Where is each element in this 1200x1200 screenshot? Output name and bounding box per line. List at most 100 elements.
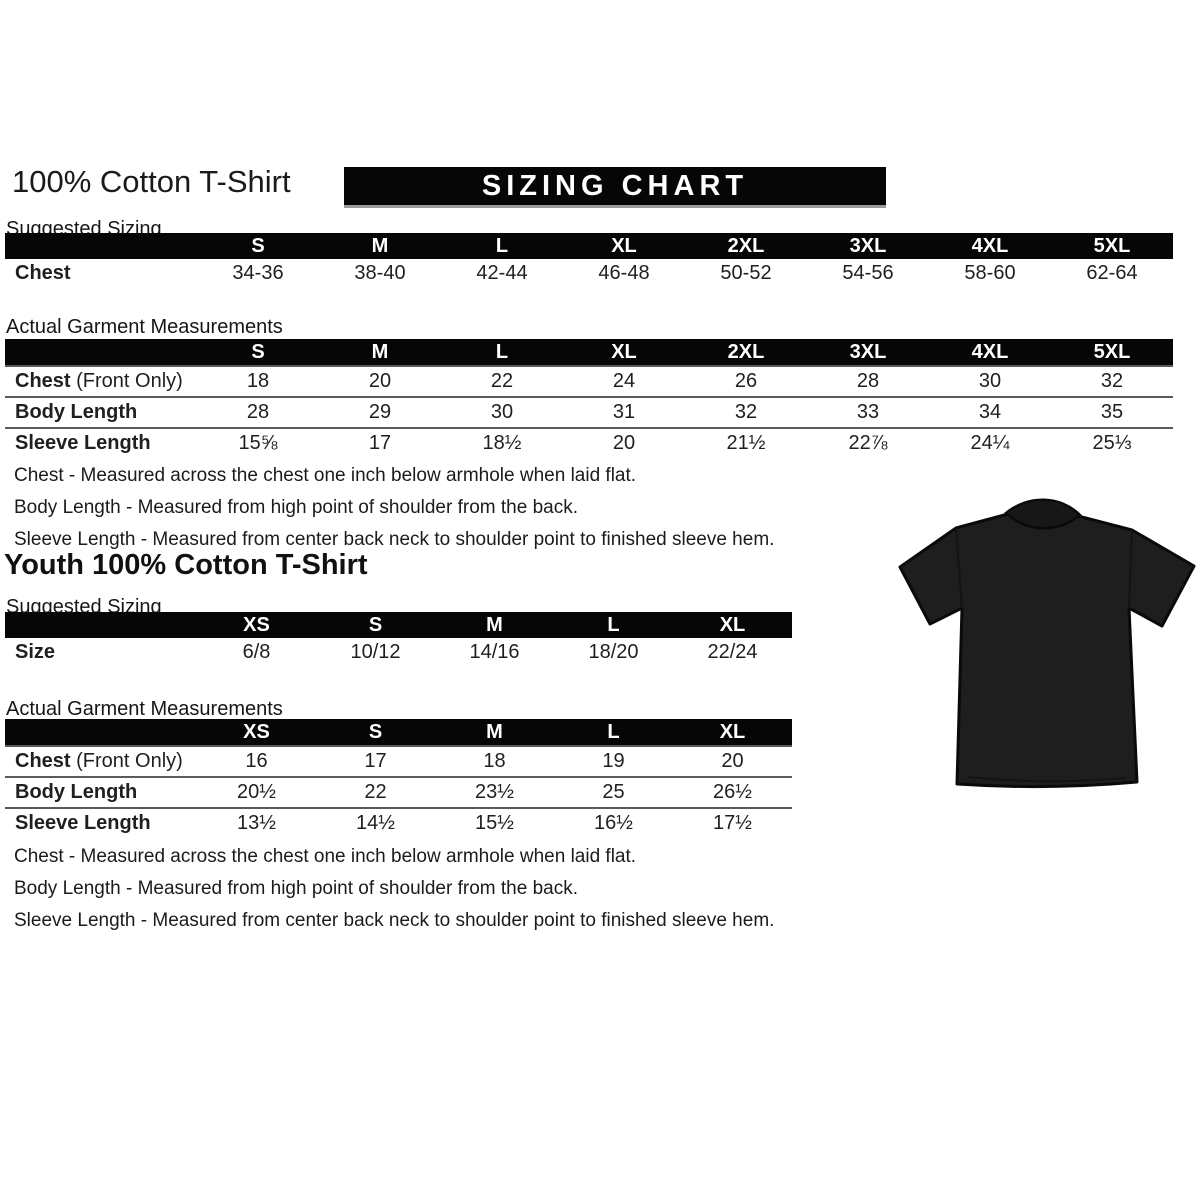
measurement-cell: 38-40 <box>354 262 406 284</box>
measurement-cell: 19 <box>554 745 673 777</box>
size-column-header: 5XL <box>1051 339 1173 366</box>
measurement-cell: 32 <box>685 396 807 428</box>
size-column-header: M <box>435 719 554 746</box>
row-label-suffix: (Front Only) <box>70 370 183 392</box>
row-label-chest-front-only: Chest (Front Only) <box>5 365 197 397</box>
measurement-cell: 17 <box>316 745 435 777</box>
size-column-header: 2XL <box>685 339 807 366</box>
size-column-header: L <box>441 233 563 259</box>
size-column-header: XS <box>197 612 316 638</box>
measurement-cell: 46-48 <box>598 262 650 284</box>
sizing-chart-banner-text: SIZING CHART <box>481 169 749 202</box>
note-body-length: Body Length - Measured from high point o… <box>14 497 578 518</box>
measurement-cell: 23½ <box>435 776 554 808</box>
size-column-header: M <box>319 339 441 366</box>
measurement-cell: 58-60 <box>964 262 1016 284</box>
size-column-header: XL <box>673 612 792 638</box>
size-column-header: S <box>316 612 435 638</box>
measurement-cell: 14½ <box>316 807 435 838</box>
measurement-cell: 20 <box>563 427 685 458</box>
corner-cell <box>5 339 197 366</box>
row-label-text: Chest <box>15 750 71 772</box>
note-chest: Chest - Measured across the chest one in… <box>14 465 637 486</box>
row-label-sleeve-length: Sleeve Length <box>5 807 197 838</box>
note-sleeve-length: Sleeve Length - Measured from center bac… <box>14 529 775 550</box>
measurement-cell: 26 <box>685 365 807 397</box>
size-column-header: S <box>197 339 319 366</box>
measurement-cell: 14/16 <box>469 641 520 663</box>
size-column-header: XL <box>563 339 685 366</box>
table-row: Chest (Front Only) 16 17 18 19 20 <box>5 745 792 777</box>
measurement-cell: 54-56 <box>842 262 894 284</box>
size-column-header: M <box>319 233 441 259</box>
table-row: Chest (Front Only) 18 20 22 24 26 28 30 … <box>5 365 1173 397</box>
adult-actual-measurements-table: S M L XL 2XL 3XL 4XL 5XL Chest (Front On… <box>5 339 1173 458</box>
table-row: Body Length 20½ 22 23½ 25 26½ <box>5 776 792 808</box>
row-label-chest: Chest <box>15 262 71 284</box>
page-title: 100% Cotton T-Shirt <box>12 164 291 199</box>
measurement-cell: 34 <box>929 396 1051 428</box>
size-column-header: L <box>554 612 673 638</box>
measurement-cell: 62-64 <box>1086 262 1138 284</box>
corner-cell <box>5 612 197 638</box>
measurement-cell: 22⅞ <box>807 427 929 458</box>
size-column-header: 2XL <box>685 233 807 259</box>
measurement-cell: 24¼ <box>929 427 1051 458</box>
size-column-header: 5XL <box>1051 233 1173 259</box>
row-label-sleeve-length: Sleeve Length <box>5 427 197 458</box>
measurement-cell: 29 <box>319 396 441 428</box>
measurement-cell: 18/20 <box>588 641 639 663</box>
sizing-chart-banner: SIZING CHART <box>344 167 886 205</box>
youth-actual-measurements-table: XS S M L XL Chest (Front Only) 16 17 18 … <box>5 719 792 838</box>
size-column-header: S <box>197 233 319 259</box>
youth-measurement-notes: Chest - Measured across the chest one in… <box>14 847 774 943</box>
table-row: Body Length 28 29 30 31 32 33 34 35 <box>5 396 1173 428</box>
measurement-cell: 22 <box>441 365 563 397</box>
measurement-cell: 21½ <box>685 427 807 458</box>
measurement-cell: 13½ <box>197 807 316 838</box>
measurement-cell: 25 <box>554 776 673 808</box>
note-chest: Chest - Measured across the chest one in… <box>14 846 637 867</box>
measurement-cell: 22 <box>316 776 435 808</box>
measurement-cell: 24 <box>563 365 685 397</box>
measurement-cell: 32 <box>1051 365 1173 397</box>
measurement-cell: 10/12 <box>350 641 401 663</box>
size-column-header: XS <box>197 719 316 746</box>
size-column-header: 3XL <box>807 339 929 366</box>
tshirt-icon <box>898 498 1196 789</box>
table-row: Size 6/8 10/12 14/16 18/20 22/24 <box>5 638 792 667</box>
measurement-cell: 6/8 <box>242 641 271 663</box>
adult-actual-measurements-label: Actual Garment Measurements <box>6 316 283 338</box>
measurement-cell: 28 <box>197 396 319 428</box>
measurement-cell: 33 <box>807 396 929 428</box>
row-label-chest-front-only: Chest (Front Only) <box>5 745 197 777</box>
note-sleeve-length: Sleeve Length - Measured from center bac… <box>14 910 775 931</box>
size-column-header: 4XL <box>929 339 1051 366</box>
table-row: Chest 34-36 38-40 42-44 46-48 50-52 54-5… <box>5 259 1173 288</box>
measurement-cell: 18 <box>435 745 554 777</box>
measurement-cell: 15⅝ <box>197 427 319 458</box>
measurement-cell: 17½ <box>673 807 792 838</box>
corner-cell <box>5 719 197 746</box>
row-label-suffix: (Front Only) <box>70 750 183 772</box>
measurement-cell: 31 <box>563 396 685 428</box>
note-body-length: Body Length - Measured from high point o… <box>14 878 578 899</box>
table-header-row: S M L XL 2XL 3XL 4XL 5XL <box>5 339 1173 366</box>
measurement-cell: 26½ <box>673 776 792 808</box>
row-label-text: Chest <box>15 370 71 392</box>
measurement-cell: 18½ <box>441 427 563 458</box>
measurement-cell: 15½ <box>435 807 554 838</box>
youth-section-title: Youth 100% Cotton T-Shirt <box>4 549 368 581</box>
size-column-header: M <box>435 612 554 638</box>
measurement-cell: 20 <box>319 365 441 397</box>
size-column-header: XL <box>673 719 792 746</box>
row-label-body-length: Body Length <box>5 396 197 428</box>
measurement-cell: 20 <box>673 745 792 777</box>
table-row: Sleeve Length 15⅝ 17 18½ 20 21½ 22⅞ 24¼ … <box>5 427 1173 458</box>
corner-cell <box>5 233 197 259</box>
table-header-row: S M L XL 2XL 3XL 4XL 5XL <box>5 233 1173 259</box>
measurement-cell: 42-44 <box>476 262 528 284</box>
adult-suggested-sizing-table: S M L XL 2XL 3XL 4XL 5XL Chest 34-36 38-… <box>5 233 1173 288</box>
measurement-cell: 30 <box>929 365 1051 397</box>
